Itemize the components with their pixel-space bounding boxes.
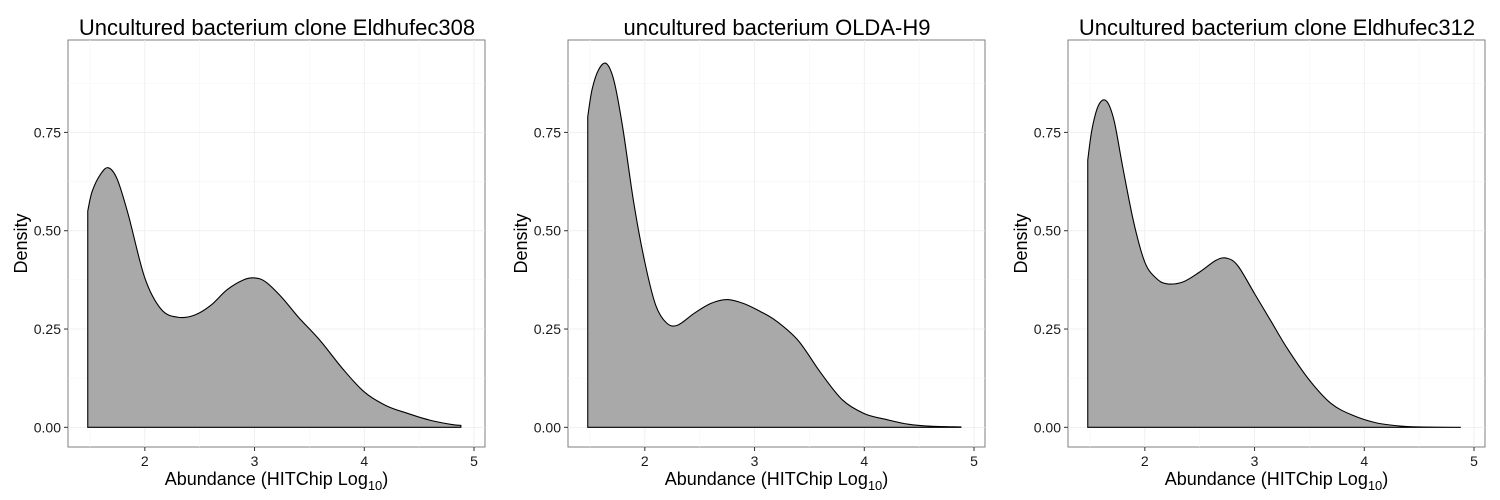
density-area-series-1 [587, 62, 962, 428]
x-axis-title-subscript: 10 [1368, 478, 1382, 493]
x-tick-label: 2 [1141, 453, 1149, 469]
x-axis-title-main: Abundance (HITChip Log [665, 469, 868, 489]
y-tick-label: 0.50 [1034, 223, 1061, 239]
chart-title: Uncultured bacterium clone Eldhufec312 [1079, 15, 1475, 40]
x-axis-title-close: ) [382, 469, 388, 489]
y-axis-title: Density [511, 213, 531, 273]
x-tick-label: 4 [360, 453, 368, 469]
x-axis-title: Abundance (HITChip Log10) [665, 469, 889, 493]
x-axis-title: Abundance (HITChip Log10) [165, 469, 389, 493]
x-tick-label: 5 [470, 453, 478, 469]
density-area-series-1 [87, 167, 462, 428]
y-axis-title: Density [1011, 213, 1031, 273]
x-axis-title-close: ) [882, 469, 888, 489]
y-tick-label: 0.25 [1034, 321, 1061, 337]
x-tick-label: 2 [141, 453, 149, 469]
x-tick-label: 3 [251, 453, 259, 469]
x-axis-title-close: ) [1382, 469, 1388, 489]
x-tick-label: 3 [1251, 453, 1259, 469]
density-area-series-1 [1087, 99, 1461, 428]
x-tick-label: 3 [751, 453, 759, 469]
chart-title: Uncultured bacterium clone Eldhufec308 [79, 15, 475, 40]
x-axis-title-subscript: 10 [868, 478, 882, 493]
y-tick-label: 0.25 [34, 321, 61, 337]
y-tick-label: 0.75 [534, 124, 561, 140]
y-tick-label: 0.50 [534, 223, 561, 239]
chart-title: uncultured bacterium OLDA-H9 [624, 15, 931, 40]
y-tick-label: 0.50 [34, 223, 61, 239]
y-tick-label: 0.25 [534, 321, 561, 337]
y-tick-label: 0.00 [534, 419, 561, 435]
y-axis-title: Density [11, 213, 31, 273]
x-tick-label: 2 [641, 453, 649, 469]
x-axis-title-main: Abundance (HITChip Log [1165, 469, 1368, 489]
x-tick-label: 5 [970, 453, 978, 469]
x-tick-label: 5 [1470, 453, 1478, 469]
x-axis-title: Abundance (HITChip Log10) [1165, 469, 1389, 493]
y-tick-label: 0.75 [34, 124, 61, 140]
x-axis-title-subscript: 10 [368, 478, 382, 493]
y-tick-label: 0.00 [34, 419, 61, 435]
x-axis-title-main: Abundance (HITChip Log [165, 469, 368, 489]
panel-3: 2 3 4 5 0.00 0.25 0.50 0.75 Uncultured bacterium… [1011, 15, 1486, 493]
x-tick-label: 4 [860, 453, 868, 469]
y-tick-label: 0.00 [1034, 419, 1061, 435]
panel-2: 2 3 4 5 0.00 0.25 0.50 0.75 uncultured bacterium… [511, 15, 986, 493]
y-tick-label: 0.75 [1034, 124, 1061, 140]
x-tick-label: 4 [1360, 453, 1368, 469]
panel-1: 2 3 4 5 0.00 0.25 0.50 0.75 Uncultured bacterium… [11, 15, 486, 493]
